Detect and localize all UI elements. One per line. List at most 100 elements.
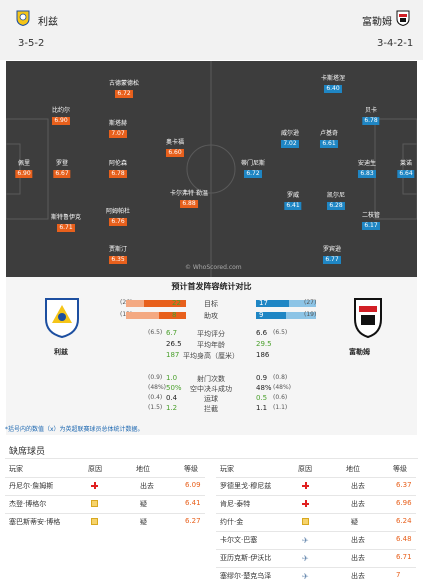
pitch: 古德蒙德松 6.72 比约尔 6.90 斯塔赫 7.07 奥卡福 6.60 佩里 6.90 罗登 6.… xyxy=(6,61,417,277)
absent-position: 出去 xyxy=(351,500,365,508)
absent-row[interactable]: 罗德里戈·穆尼兹 出去 6.37 xyxy=(0,477,423,495)
home-player[interactable]: 贾斯汀 6.35 xyxy=(109,246,127,264)
home-col-reason: 原因 xyxy=(88,465,102,473)
absent-row[interactable]: 塞缪尔·楚克乌泽 ✈ 出去 7 xyxy=(0,567,423,584)
absent-row[interactable]: 丹尼尔·詹姆斯 出去 6.09 xyxy=(0,477,423,495)
home-value: 0.4 xyxy=(166,394,178,402)
player-rating: 6.78 xyxy=(362,117,380,125)
absent-position: 疑 xyxy=(351,518,358,526)
absent-player-name[interactable]: 杰登·博格尔 xyxy=(9,500,47,508)
pitch-lines xyxy=(6,61,417,277)
absent-row[interactable]: 塞巴斯蒂安·博格 疑 6.27 xyxy=(0,513,423,531)
away-avg: (6.5) xyxy=(273,329,288,336)
absent-player-name[interactable]: 约什·金 xyxy=(220,518,244,526)
home-player[interactable]: 佩里 6.90 xyxy=(15,160,33,178)
absent-level: 6.71 xyxy=(396,553,412,561)
leeds-crest-large-icon xyxy=(45,298,79,339)
away-col-reason: 原因 xyxy=(298,465,312,473)
away-player[interactable]: 莱诺 6.64 xyxy=(397,160,415,178)
home-player[interactable]: 奥卡福 6.60 xyxy=(166,139,184,157)
absent-level: 6.96 xyxy=(396,499,412,507)
away-player[interactable]: 贝卡 6.78 xyxy=(362,107,380,125)
absent-row[interactable]: 杰登·博格尔 疑 6.41 xyxy=(0,495,423,513)
player-name: 莱诺 xyxy=(399,160,413,167)
stat-label: 射门次数 xyxy=(197,375,225,383)
absent-level: 6.09 xyxy=(185,481,201,489)
away-avg: (0.8) xyxy=(273,374,288,381)
player-rating: 6.71 xyxy=(57,224,75,232)
player-rating: 6.35 xyxy=(109,256,127,264)
player-name: 二枝管 xyxy=(361,212,381,219)
home-player[interactable]: 卡尔弗特·勒温 6.88 xyxy=(170,190,208,208)
absent-player-name[interactable]: 肯尼·泰特 xyxy=(220,500,251,508)
away-col-player: 玩家 xyxy=(220,465,234,473)
away-bar-bg xyxy=(256,312,316,319)
away-player[interactable]: 凯尔尼 6.28 xyxy=(327,192,345,210)
row-divider xyxy=(216,495,416,496)
away-team-name[interactable]: 富勒姆 xyxy=(362,17,392,28)
absent-title: 缺席球员 xyxy=(9,447,46,457)
absent-position: 出去 xyxy=(351,482,365,490)
home-col-level: 等级 xyxy=(184,465,198,473)
home-col-player: 玩家 xyxy=(9,465,23,473)
away-player[interactable]: 卢基奇 6.61 xyxy=(320,130,338,148)
home-player[interactable]: 斯塔赫 7.07 xyxy=(109,120,127,138)
divider xyxy=(5,458,418,459)
home-value: 1.2 xyxy=(166,404,178,412)
away-player[interactable]: 卡斯塔涅 6.40 xyxy=(321,75,345,93)
player-rating: 7.07 xyxy=(109,130,127,138)
absent-row[interactable]: 约什·金 疑 6.24 xyxy=(0,513,423,531)
player-name: 卡斯塔涅 xyxy=(320,75,346,82)
absent-row[interactable]: 肯尼·泰特 出去 6.96 xyxy=(0,495,423,513)
away-player[interactable]: 罗威 6.41 xyxy=(284,192,302,210)
player-name: 斯塔赫 xyxy=(108,120,128,127)
stat-row: (0.4) 0.4 运球 0.5 (0.6) xyxy=(6,394,417,403)
home-player[interactable]: 阿伦森 6.78 xyxy=(109,160,127,178)
player-name: 佩里 xyxy=(17,160,31,167)
home-value: 187 xyxy=(166,351,180,359)
home-player[interactable]: 阿姆帕杜 6.76 xyxy=(106,208,130,226)
absent-player-name[interactable]: 卡尔文·巴塞 xyxy=(220,536,258,544)
away-player[interactable]: 罗宾逊 6.77 xyxy=(323,246,341,264)
away-bar xyxy=(256,300,289,307)
absent-player-name[interactable]: 塞缪尔·楚克乌泽 xyxy=(220,572,272,580)
absent-player-name[interactable]: 亚历克斯·伊沃比 xyxy=(220,554,272,562)
away-bar xyxy=(256,312,286,319)
home-player[interactable]: 斯特鲁伊克 6.71 xyxy=(51,214,81,232)
player-rating: 6.83 xyxy=(358,170,376,178)
player-name: 阿姆帕杜 xyxy=(105,208,131,215)
stat-row: (1.5) 1.2 拦截 1.1 (1.1) xyxy=(6,404,417,413)
away-player[interactable]: 威尔逊 7.02 xyxy=(281,130,299,148)
home-player[interactable]: 罗登 6.67 xyxy=(53,160,71,178)
home-player[interactable]: 古德蒙德松 6.72 xyxy=(109,80,139,98)
player-name: 蒂门尼斯 xyxy=(240,160,266,167)
home-team-name[interactable]: 利兹 xyxy=(38,17,58,28)
leeds-crest-icon xyxy=(16,10,30,26)
home-col-position: 地位 xyxy=(136,465,150,473)
player-name: 罗威 xyxy=(286,192,300,199)
absent-player-name[interactable]: 罗德里戈·穆尼兹 xyxy=(220,482,272,490)
absent-row[interactable]: 亚历克斯·伊沃比 ✈ 出去 6.71 xyxy=(0,549,423,567)
home-value: 50% xyxy=(166,384,182,392)
absent-level: 6.27 xyxy=(185,517,201,525)
player-name: 威尔逊 xyxy=(280,130,300,137)
absent-level: 6.24 xyxy=(396,517,412,525)
away-player[interactable]: 安迪生 6.83 xyxy=(358,160,376,178)
home-avg: (0.9) xyxy=(148,374,163,381)
away-player[interactable]: 蒂门尼斯 6.72 xyxy=(241,160,265,178)
player-name: 卡尔弗特·勒温 xyxy=(170,190,208,197)
away-avg: (19) xyxy=(304,311,317,318)
home-player[interactable]: 比约尔 6.90 xyxy=(52,107,70,125)
player-name: 奥卡福 xyxy=(165,139,185,146)
absent-player-name[interactable]: 塞巴斯蒂安·博格 xyxy=(9,518,61,526)
away-player[interactable]: 二枝管 6.17 xyxy=(362,212,380,230)
absent-row[interactable]: 卡尔文·巴塞 ✈ 出去 6.48 xyxy=(0,531,423,549)
absent-player-name[interactable]: 丹尼尔·詹姆斯 xyxy=(9,482,54,490)
player-rating: 7.02 xyxy=(281,140,299,148)
stat-row: 187 平均身高（厘米） 186 xyxy=(6,351,417,360)
player-rating: 6.41 xyxy=(284,202,302,210)
away-avg: (27) xyxy=(304,299,317,306)
stat-label: 空中决斗成功 xyxy=(190,385,232,393)
away-value: 6.6 xyxy=(256,329,268,337)
home-value: 26.5 xyxy=(166,340,182,348)
